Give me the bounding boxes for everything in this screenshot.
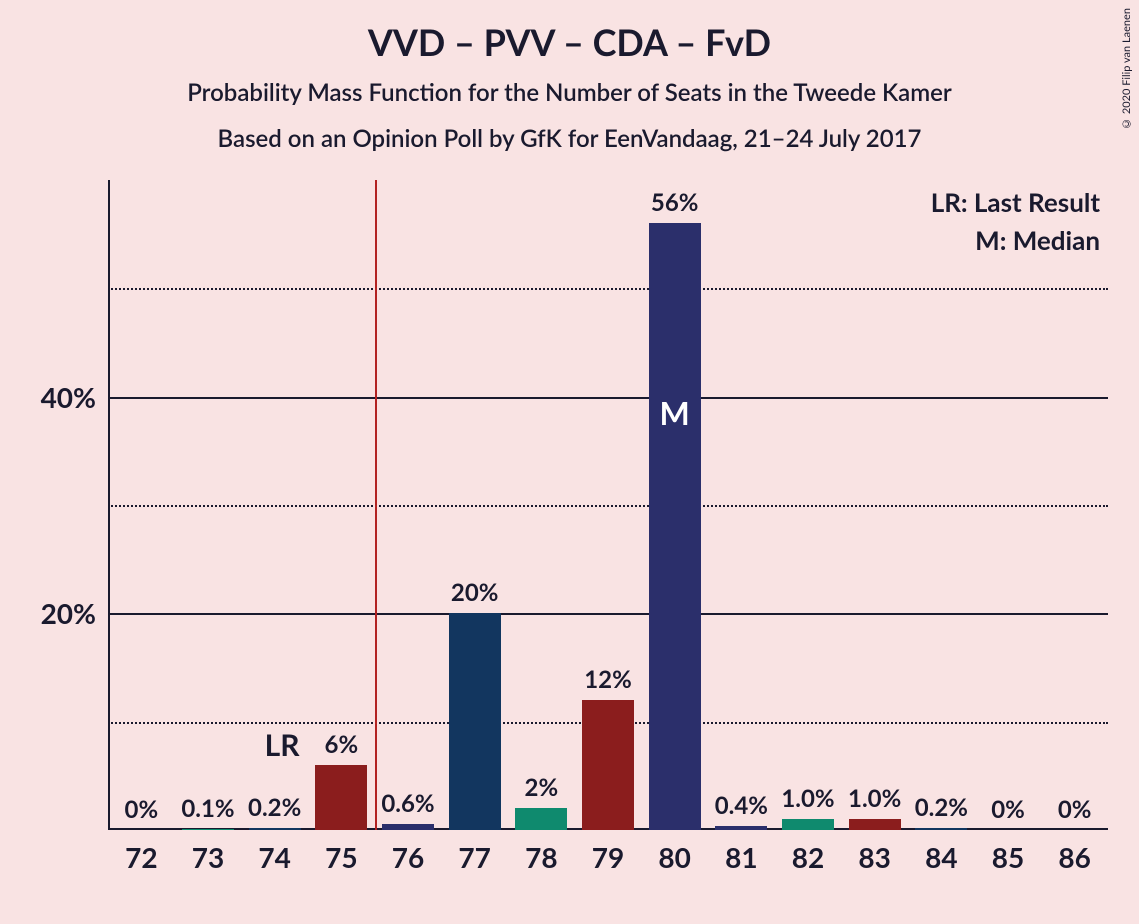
chart-subtitle-2: Based on an Opinion Poll by GfK for EenV…	[0, 124, 1139, 153]
x-axis-tick-label: 85	[992, 830, 1024, 874]
last-result-label: LR	[265, 727, 300, 763]
bar	[649, 223, 701, 830]
chart-subtitle-1: Probability Mass Function for the Number…	[0, 78, 1139, 107]
bar-value-label: 0.6%	[381, 789, 434, 818]
gridline-major	[108, 397, 1108, 399]
bar	[515, 808, 567, 830]
bar-value-label: 0%	[1058, 795, 1092, 824]
gridline-major	[108, 613, 1108, 615]
x-axis-tick-label: 74	[258, 830, 290, 874]
plot-area: 20%40%0%720.1%730.2%746%750.6%7620%772%7…	[108, 180, 1108, 830]
x-axis-tick-label: 83	[858, 830, 890, 874]
bar-value-label: 2%	[525, 773, 559, 802]
x-axis-tick-label: 72	[125, 830, 157, 874]
x-axis-tick-label: 77	[458, 830, 490, 874]
bar	[315, 765, 367, 830]
bar-value-label: 0.4%	[715, 791, 768, 820]
chart-title: VVD – PVV – CDA – FvD	[0, 20, 1139, 64]
x-axis-tick-label: 81	[725, 830, 757, 874]
x-axis-tick-label: 86	[1058, 830, 1090, 874]
median-label: M	[660, 393, 690, 432]
bar-value-label: 0.1%	[181, 794, 234, 823]
bar-value-label: 6%	[325, 730, 359, 759]
y-axis-tick-label: 20%	[41, 596, 108, 630]
bar	[582, 700, 634, 830]
bar-value-label: 1.0%	[848, 784, 901, 813]
y-axis-tick-label: 40%	[41, 380, 108, 414]
gridline-minor	[108, 505, 1108, 507]
x-axis-tick-label: 78	[525, 830, 557, 874]
x-axis-tick-label: 75	[325, 830, 357, 874]
legend: LR: Last Result M: Median	[931, 186, 1100, 262]
x-axis-tick-label: 84	[925, 830, 957, 874]
bar-value-label: 1.0%	[781, 784, 834, 813]
x-axis-tick-label: 79	[592, 830, 624, 874]
bar-value-label: 56%	[651, 188, 699, 217]
x-axis-tick-label: 73	[192, 830, 224, 874]
legend-median: M: Median	[931, 224, 1100, 256]
x-axis-tick-label: 76	[392, 830, 424, 874]
bar-value-label: 0%	[991, 795, 1025, 824]
chart-container: VVD – PVV – CDA – FvD Probability Mass F…	[0, 0, 1139, 924]
bar-value-label: 0.2%	[248, 793, 301, 822]
legend-last-result: LR: Last Result	[931, 186, 1100, 218]
x-axis-tick-label: 82	[792, 830, 824, 874]
bar	[782, 819, 834, 830]
x-axis-tick-label: 80	[658, 830, 690, 874]
bar-value-label: 0.2%	[915, 793, 968, 822]
copyright-text: © 2020 Filip van Laenen	[1120, 8, 1133, 130]
bar	[449, 613, 501, 830]
gridline-minor	[108, 288, 1108, 290]
bar-value-label: 20%	[451, 578, 499, 607]
last-result-line	[375, 180, 377, 830]
bar	[849, 819, 901, 830]
bar-value-label: 0%	[125, 795, 159, 824]
bar-value-label: 12%	[584, 665, 632, 694]
